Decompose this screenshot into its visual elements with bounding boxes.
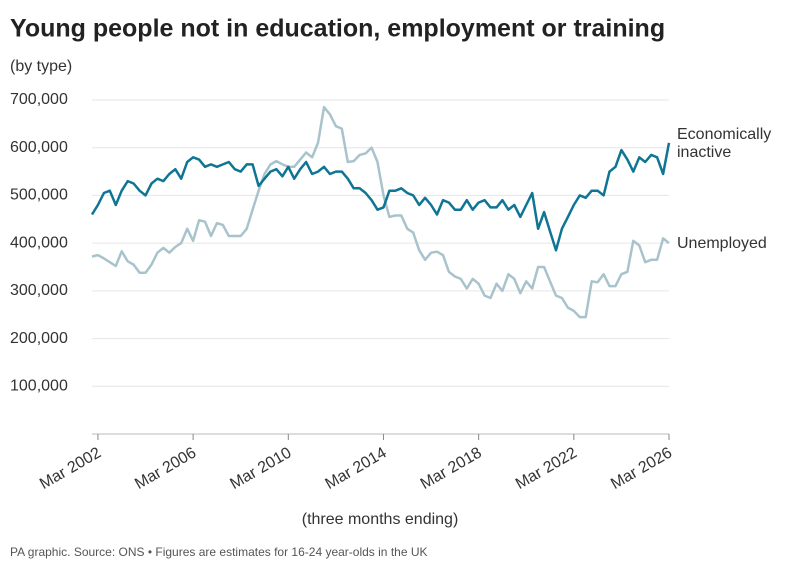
- x-tick-label: Mar 2010: [227, 444, 294, 493]
- y-tick-label: 100,000: [10, 378, 68, 395]
- footer: PA graphic. Source: ONS • Figures are es…: [10, 545, 428, 559]
- series-line: [90, 142, 671, 252]
- y-tick-label: 500,000: [10, 187, 68, 204]
- x-axis-label: (three months ending): [302, 511, 459, 528]
- y-tick-label: 200,000: [10, 330, 68, 347]
- subtitle: (by type): [10, 58, 72, 75]
- chart-title: Young people not in education, employmen…: [10, 15, 665, 43]
- y-tick-label: 600,000: [10, 139, 68, 156]
- x-tick-label: Mar 2026: [608, 444, 675, 493]
- x-tick-label: Mar 2002: [37, 444, 104, 493]
- series-line: [91, 105, 670, 319]
- x-tick-label: Mar 2022: [513, 444, 580, 493]
- series-label: Unemployed: [677, 235, 767, 252]
- y-tick-label: 400,000: [10, 234, 68, 251]
- x-tick-label: Mar 2014: [323, 444, 390, 493]
- x-tick-label: Mar 2018: [418, 444, 485, 493]
- series-label: Economically inactive: [677, 126, 772, 161]
- x-tick-label: Mar 2006: [132, 444, 199, 493]
- y-tick-label: 700,000: [10, 91, 68, 108]
- y-tick-label: 300,000: [10, 282, 68, 299]
